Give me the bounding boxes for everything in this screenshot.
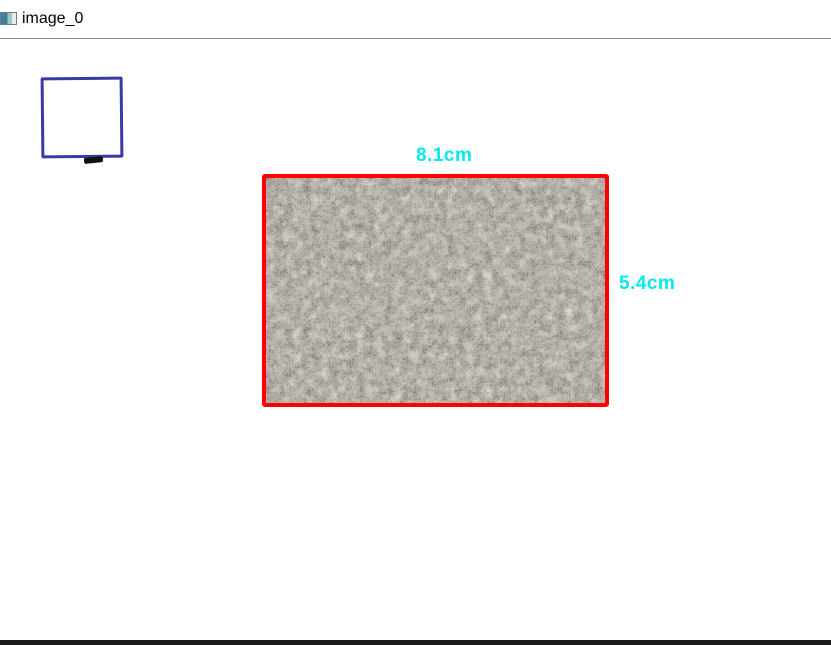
measured-object-box (262, 174, 609, 407)
height-measurement-label: 5.4cm (619, 273, 676, 294)
reference-square (40, 76, 124, 159)
width-measurement-label: 8.1cm (416, 145, 473, 166)
rough-surface-texture (266, 178, 605, 403)
texture-svg (266, 178, 605, 403)
window-title: image_0 (22, 10, 84, 27)
window-titlebar[interactable]: image_0 (0, 0, 831, 39)
window-bottom-edge (0, 640, 831, 645)
app-window-icon (0, 12, 17, 25)
reference-mark (83, 156, 104, 164)
image-canvas: 8.1cm 5.4cm (0, 40, 831, 640)
